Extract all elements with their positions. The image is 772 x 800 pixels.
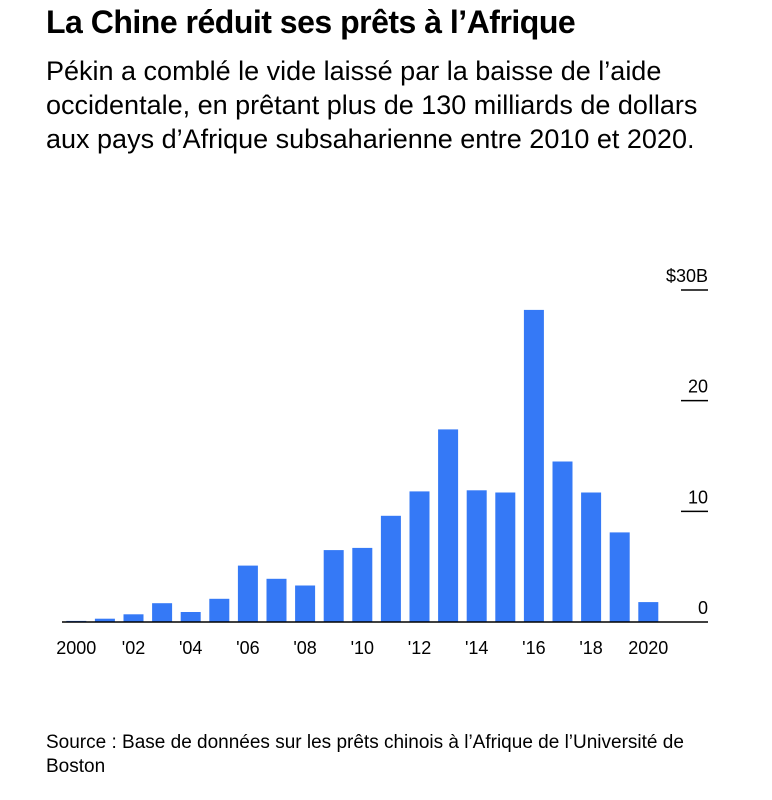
y-axis: 0 10 20 $30B: [666, 266, 708, 618]
bar-2006: [237, 565, 258, 622]
bar-2004: [180, 612, 201, 622]
bar-2018: [581, 492, 602, 622]
source-note: Source : Base de données sur les prêts c…: [46, 732, 684, 777]
bar-2001: [94, 618, 115, 622]
x-tick-label: '02: [122, 638, 145, 658]
x-tick-label: '08: [293, 638, 316, 658]
bar-2002: [123, 614, 144, 622]
x-tick-label: '04: [179, 638, 202, 658]
x-tick-label: '10: [351, 638, 374, 658]
bar-2003: [152, 603, 173, 622]
y-tick-label: 10: [688, 487, 708, 507]
bars-group: [66, 309, 659, 622]
x-tick-label: '12: [408, 638, 431, 658]
x-tick-label: '14: [465, 638, 488, 658]
bar-chart: 0 10 20 $30B 2000 '02 '04 '06 '08 '10 '12 '14 '16 '1…: [56, 266, 708, 658]
x-tick-label: 2000: [56, 638, 96, 658]
bar-2013: [438, 429, 459, 622]
x-tick-label: '06: [236, 638, 259, 658]
chart-title: La Chine réduit ses prêts à l’Afrique: [46, 4, 576, 40]
bar-2005: [209, 598, 230, 622]
bar-2014: [466, 490, 487, 622]
bar-2019: [609, 532, 630, 622]
bar-2020: [638, 602, 659, 622]
bar-2007: [266, 578, 287, 622]
bar-2016: [523, 309, 544, 622]
x-tick-label: '18: [579, 638, 602, 658]
chart-subtitle: Pékin a comblé le vide laissé par la bai…: [46, 56, 698, 154]
x-tick-label: 2020: [628, 638, 668, 658]
bar-2011: [380, 515, 401, 622]
bar-2015: [495, 492, 516, 622]
bar-2009: [323, 550, 344, 622]
y-tick-label: $30B: [666, 266, 708, 286]
y-tick-label: 20: [688, 377, 708, 397]
bar-2008: [295, 585, 316, 622]
x-tick-label: '16: [522, 638, 545, 658]
bar-2017: [552, 461, 573, 622]
bar-2010: [352, 547, 373, 622]
y-tick-label: 0: [698, 598, 708, 618]
x-axis: 2000 '02 '04 '06 '08 '10 '12 '14 '16 '18 2020: [56, 638, 668, 658]
bar-2012: [409, 491, 430, 622]
